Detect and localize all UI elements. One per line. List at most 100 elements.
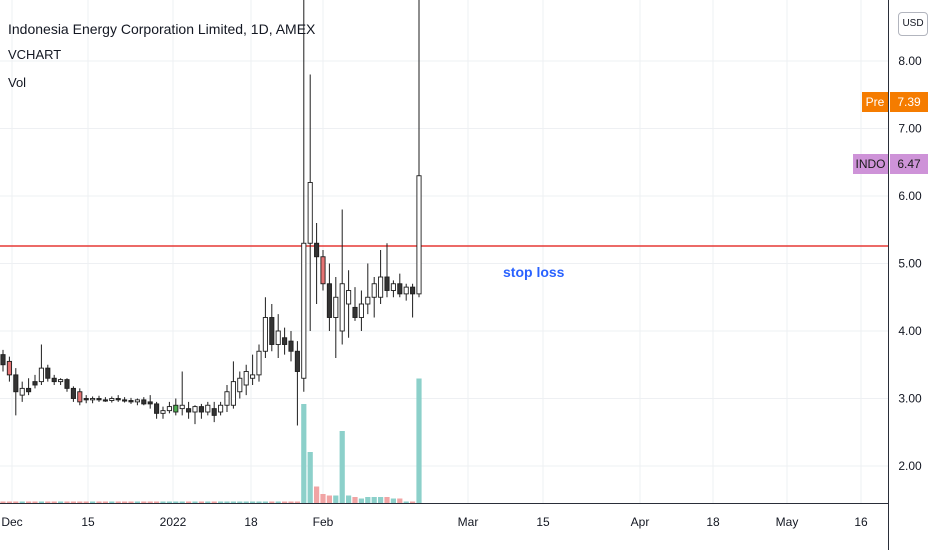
- volume-bar: [96, 501, 102, 503]
- volume-bar: [179, 501, 185, 503]
- x-tick-label: 15: [536, 515, 550, 529]
- candle-body: [147, 401, 153, 405]
- volume-bar: [358, 498, 364, 503]
- volume-bar: [224, 501, 230, 503]
- volume-bar: [134, 501, 140, 503]
- candle-body: [269, 317, 275, 345]
- candle-body: [288, 340, 294, 352]
- x-tick-label: 18: [244, 515, 258, 529]
- candle-body: [320, 256, 326, 285]
- volume-bar: [288, 501, 294, 503]
- volume-bar: [230, 501, 236, 503]
- volume-bar: [128, 501, 134, 503]
- candle-body: [410, 286, 416, 295]
- candle-body: [166, 406, 172, 412]
- candle-body: [160, 410, 166, 414]
- candle-body: [346, 290, 352, 305]
- stop-loss-annotation: stop loss: [503, 264, 565, 280]
- candle-body: [141, 399, 147, 405]
- candle-body: [301, 242, 307, 379]
- volume-bar: [237, 501, 243, 503]
- volume-bar: [83, 501, 89, 503]
- volume-bar: [205, 501, 211, 503]
- volume-bar: [173, 501, 179, 503]
- candle-body: [134, 399, 140, 403]
- candle-body: [51, 377, 57, 383]
- volume-bar: [192, 501, 198, 503]
- pre-market-tag-value: 7.39: [890, 92, 928, 113]
- candle-body: [38, 367, 44, 383]
- volume-bar: [122, 501, 128, 503]
- candle-body: [282, 337, 288, 345]
- candle-body: [90, 398, 96, 401]
- candle-body: [19, 387, 25, 396]
- candle-body: [109, 398, 115, 401]
- candle-body: [371, 283, 377, 298]
- volume-bar: [77, 501, 83, 503]
- candle-body: [230, 381, 236, 406]
- volume-bar: [90, 501, 96, 503]
- volume-bar: [147, 501, 153, 503]
- volume-label: Vol: [8, 75, 27, 90]
- indicator-label: VCHART: [8, 47, 62, 62]
- candle-body: [173, 404, 179, 413]
- candle-body: [102, 399, 108, 402]
- y-tick-label: 3.00: [898, 392, 922, 406]
- candle-body: [224, 391, 230, 406]
- volume-bar: [160, 501, 166, 503]
- candle-body: [314, 242, 320, 258]
- candle-body: [115, 398, 121, 401]
- y-tick-label: 6.00: [898, 189, 922, 203]
- volume-bar: [13, 501, 19, 503]
- volume-bar: [416, 378, 422, 503]
- volume-bar: [102, 501, 108, 503]
- volume-bar: [70, 501, 76, 503]
- candle-body: [45, 367, 51, 379]
- candle-body: [384, 276, 390, 291]
- candle-body: [275, 330, 281, 345]
- volume-bar: [262, 501, 268, 503]
- volume-bar: [352, 497, 358, 503]
- symbol-tag-value: 6.47: [890, 154, 928, 175]
- x-tick-label: Dec: [1, 515, 22, 529]
- candle-body: [64, 379, 70, 389]
- candle-body: [122, 399, 128, 402]
- x-tick-label: Feb: [313, 515, 334, 529]
- volume-bar: [26, 501, 32, 503]
- volume-bar: [115, 501, 121, 503]
- chart-title: Indonesia Energy Corporation Limited, 1D…: [8, 21, 316, 37]
- volume-bar: [166, 501, 172, 503]
- currency-button[interactable]: USD: [898, 12, 928, 36]
- volume-bar: [269, 501, 275, 503]
- candle-body: [237, 377, 243, 393]
- volume-bar: [371, 497, 377, 503]
- candle-body: [211, 408, 217, 416]
- volume-bar: [250, 501, 256, 503]
- candle-body: [365, 296, 371, 305]
- volume-bar: [256, 501, 262, 503]
- volume-bar: [378, 497, 384, 503]
- volume-bar: [320, 494, 326, 503]
- candle-body: [26, 387, 32, 393]
- volume-bar: [326, 495, 332, 503]
- pre-market-tag-label: Pre: [862, 92, 888, 113]
- candle-body: [205, 404, 211, 413]
- symbol-tag-label: INDO: [853, 154, 888, 175]
- volume-bar: [0, 501, 6, 503]
- volume-bar: [198, 501, 204, 503]
- volume-bar: [109, 501, 115, 503]
- x-tick-label: Mar: [458, 515, 479, 529]
- candle-body: [358, 303, 364, 318]
- volume-bar: [384, 497, 390, 503]
- candle-body: [96, 398, 102, 401]
- volume-bar: [6, 501, 12, 503]
- candle-body: [83, 398, 89, 401]
- volume-bar: [19, 501, 25, 503]
- y-tick-label: 4.00: [898, 324, 922, 338]
- volume-bar: [186, 501, 192, 503]
- x-tick-label: 2022: [160, 515, 187, 529]
- y-tick-label: 5.00: [898, 257, 922, 271]
- candle-body: [192, 406, 198, 413]
- x-tick-label: May: [776, 515, 799, 529]
